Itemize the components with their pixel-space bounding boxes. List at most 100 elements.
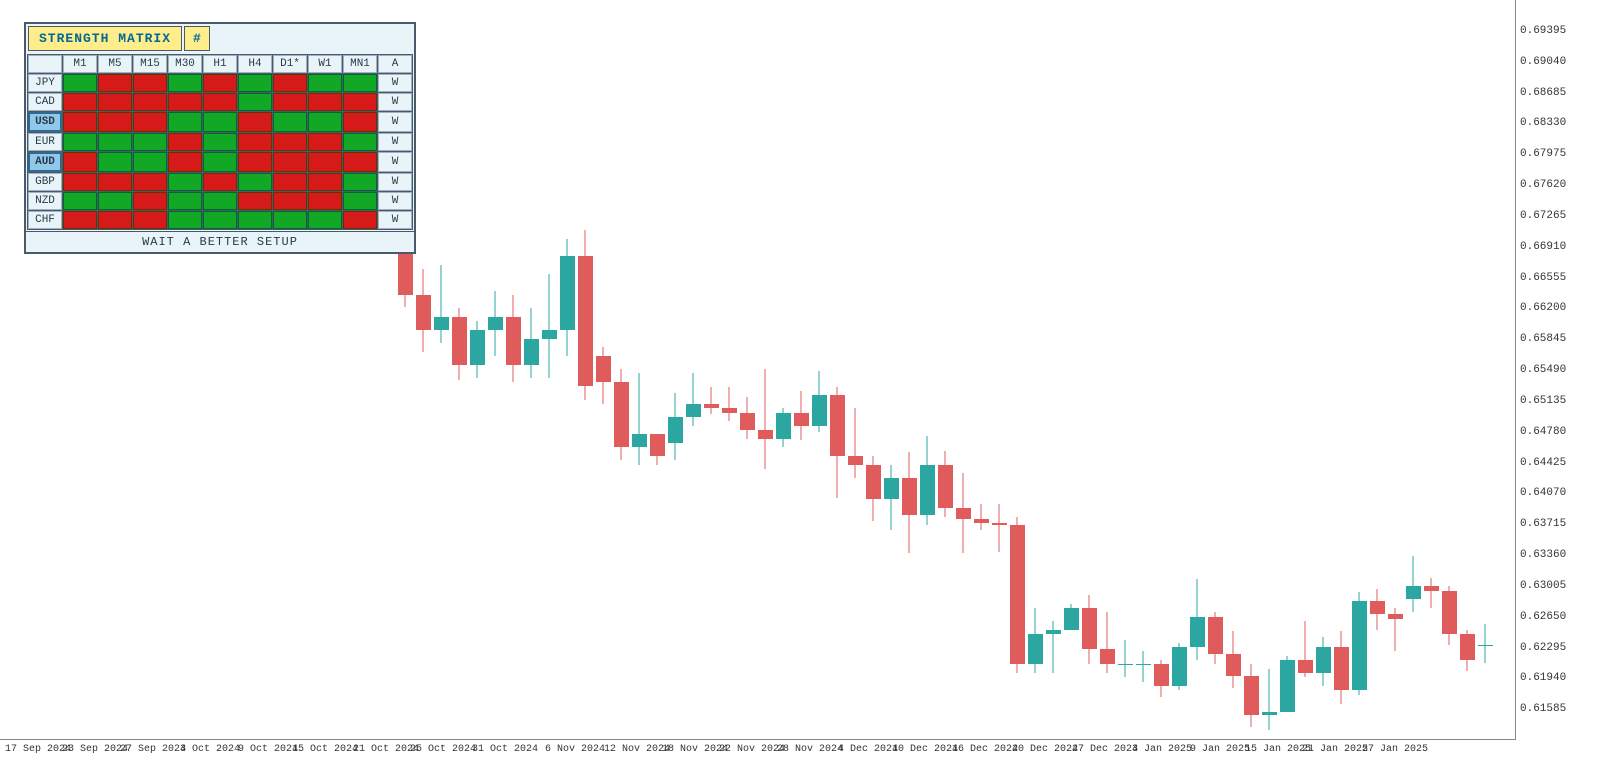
strength-cell-green — [98, 192, 132, 210]
x-tick-label: 16 Dec 2024 — [952, 744, 1018, 755]
strength-cell-green — [203, 192, 237, 210]
bull-candle — [1136, 651, 1151, 681]
strength-cell-red — [203, 74, 237, 92]
currency-label[interactable]: AUD — [28, 152, 62, 172]
currency-label[interactable]: CHF — [28, 211, 62, 229]
currency-label[interactable]: JPY — [28, 74, 62, 92]
bear-candle — [452, 308, 467, 379]
strength-cell-red — [308, 93, 342, 111]
x-tick-label: 20 Dec 2024 — [1012, 744, 1078, 755]
x-tick-label: 25 Oct 2024 — [410, 744, 476, 755]
bear-candle — [650, 434, 665, 464]
timeframe-header[interactable]: MN1 — [343, 55, 377, 73]
bear-candle — [1010, 517, 1025, 673]
y-tick-label: 0.68330 — [1520, 117, 1566, 129]
bear-candle — [740, 397, 755, 439]
x-tick-label: 9 Oct 2024 — [238, 744, 298, 755]
x-tick-label: 28 Nov 2024 — [777, 744, 843, 755]
strength-cell-green — [203, 112, 237, 132]
bear-candle — [1208, 612, 1223, 664]
bear-candle — [956, 473, 971, 553]
bull-candle — [1280, 656, 1295, 712]
bear-candle — [596, 347, 611, 403]
strength-cell-green — [308, 74, 342, 92]
strength-cell-red — [133, 192, 167, 210]
bear-candle — [722, 387, 737, 422]
bear-candle — [1082, 595, 1097, 664]
bear-candle — [1424, 578, 1439, 608]
strength-cell-red — [133, 93, 167, 111]
row-end: W — [378, 93, 412, 111]
strength-cell-red — [273, 74, 307, 92]
strength-cell-green — [273, 112, 307, 132]
strength-cell-green — [63, 133, 97, 151]
bull-candle — [632, 373, 647, 464]
strength-cell-red — [273, 173, 307, 191]
strength-cell-green — [203, 133, 237, 151]
timeframe-header[interactable]: M5 — [98, 55, 132, 73]
currency-label[interactable]: USD — [28, 112, 62, 132]
strength-cell-green — [343, 133, 377, 151]
strength-cell-green — [343, 173, 377, 191]
currency-label[interactable]: CAD — [28, 93, 62, 111]
bull-candle — [434, 265, 449, 343]
currency-label[interactable]: NZD — [28, 192, 62, 210]
strength-cell-red — [63, 173, 97, 191]
x-tick-label: 6 Nov 2024 — [545, 744, 605, 755]
bear-candle — [1298, 621, 1313, 677]
y-tick-label: 0.65490 — [1520, 364, 1566, 376]
x-tick-label: 9 Jan 2025 — [1190, 744, 1250, 755]
timeframe-header[interactable]: H4 — [238, 55, 272, 73]
strength-cell-green — [133, 152, 167, 172]
panel-hash[interactable]: # — [184, 26, 210, 51]
end-header: A — [378, 55, 412, 73]
bear-candle — [506, 295, 521, 382]
strength-cell-green — [203, 152, 237, 172]
bear-candle — [848, 408, 863, 477]
x-tick-label: 31 Oct 2024 — [472, 744, 538, 755]
strength-cell-red — [98, 173, 132, 191]
row-end: W — [378, 112, 412, 132]
strength-cell-red — [343, 93, 377, 111]
strength-cell-red — [308, 192, 342, 210]
y-tick-label: 0.69395 — [1520, 25, 1566, 37]
bear-candle — [1226, 631, 1241, 687]
strength-cell-green — [238, 211, 272, 229]
strength-cell-red — [98, 93, 132, 111]
y-tick-label: 0.66910 — [1520, 241, 1566, 253]
bull-candle — [1172, 643, 1187, 691]
timeframe-header[interactable]: M1 — [63, 55, 97, 73]
timeframe-header[interactable]: M30 — [168, 55, 202, 73]
strength-cell-red — [63, 211, 97, 229]
strength-cell-red — [63, 152, 97, 172]
bull-candle — [1478, 624, 1493, 663]
strength-cell-red — [238, 152, 272, 172]
currency-label[interactable]: EUR — [28, 133, 62, 151]
row-end: W — [378, 192, 412, 210]
strength-cell-red — [168, 93, 202, 111]
strength-cell-red — [343, 211, 377, 229]
bull-candle — [1316, 637, 1331, 687]
timeframe-header[interactable]: M15 — [133, 55, 167, 73]
timeframe-header[interactable]: W1 — [308, 55, 342, 73]
row-end: W — [378, 173, 412, 191]
bear-candle — [614, 369, 629, 460]
timeframe-header[interactable]: H1 — [203, 55, 237, 73]
timeframe-header[interactable]: D1* — [273, 55, 307, 73]
y-tick-label: 0.64425 — [1520, 457, 1566, 469]
strength-cell-green — [238, 74, 272, 92]
y-tick-label: 0.68685 — [1520, 87, 1566, 99]
strength-cell-red — [343, 152, 377, 172]
matrix-corner — [28, 55, 62, 73]
bear-candle — [866, 456, 881, 521]
bull-candle — [524, 308, 539, 377]
strength-cell-red — [98, 74, 132, 92]
currency-label[interactable]: GBP — [28, 173, 62, 191]
strength-matrix-table: M1M5M15M30H1H4D1*W1MN1A JPY W CAD W USD W EUR W A… — [27, 54, 413, 230]
bull-candle — [1190, 579, 1205, 660]
panel-title: STRENGTH MATRIX — [28, 26, 182, 51]
y-tick-label: 0.65845 — [1520, 333, 1566, 345]
y-tick-label: 0.69040 — [1520, 56, 1566, 68]
strength-cell-green — [168, 192, 202, 210]
bull-candle — [470, 321, 485, 377]
